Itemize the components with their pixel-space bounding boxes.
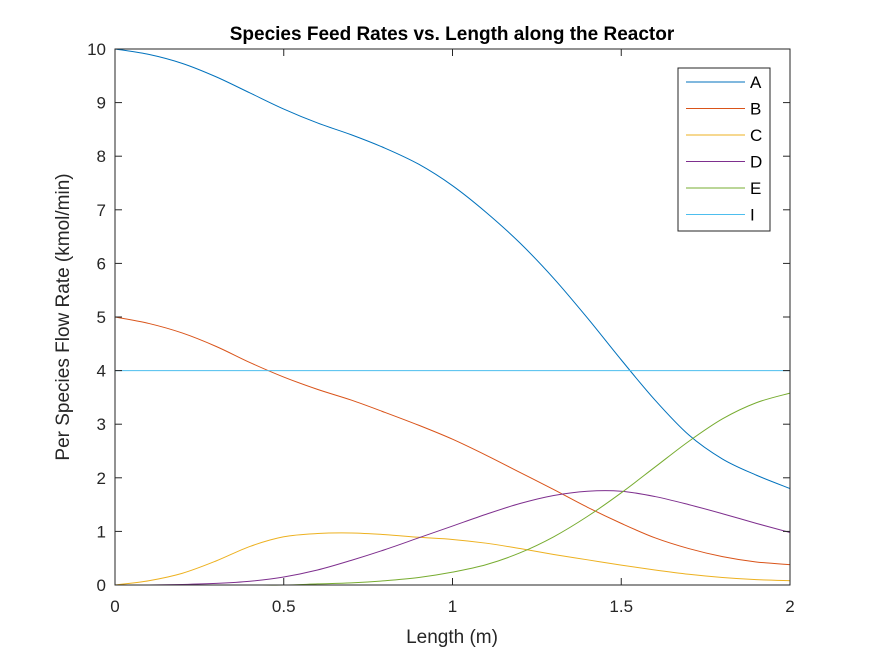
legend-box xyxy=(677,67,771,232)
y-tick-label: 10 xyxy=(87,40,106,59)
x-tick-label: 1 xyxy=(448,597,457,616)
series-line-b xyxy=(114,316,791,566)
series-line-a xyxy=(114,48,791,489)
legend-label-b: B xyxy=(750,100,761,119)
legend-label-i: I xyxy=(750,206,755,225)
axis-ticks: 0 0.5 1 1.5 2 0 1 2 3 4 5 6 7 8 9 10 xyxy=(87,40,795,616)
y-axis-label: Per Species Flow Rate (kmol/min) xyxy=(53,173,74,460)
legend-label-e: E xyxy=(750,179,761,198)
series-line-c xyxy=(114,532,791,586)
x-tick-label: 0 xyxy=(110,597,119,616)
x-axis-label: Length (m) xyxy=(406,627,498,648)
legend-label-a: A xyxy=(750,73,762,92)
y-tick-label: 8 xyxy=(97,147,106,166)
y-tick-label: 1 xyxy=(97,522,106,541)
y-tick-label: 7 xyxy=(97,201,106,220)
y-tick-label: 0 xyxy=(97,576,106,595)
x-tick-label: 0.5 xyxy=(272,597,296,616)
x-tick-label: 1.5 xyxy=(609,597,633,616)
legend-label-d: D xyxy=(750,153,762,172)
series-line-d xyxy=(114,490,791,586)
legend-label-c: C xyxy=(750,126,762,145)
y-tick-label: 4 xyxy=(97,362,106,381)
y-tick-label: 6 xyxy=(97,254,106,273)
y-tick-label: 3 xyxy=(97,415,106,434)
y-tick-label: 5 xyxy=(97,308,106,327)
y-tick-label: 9 xyxy=(97,94,106,113)
chart-title: Species Feed Rates vs. Length along the … xyxy=(230,24,675,45)
x-tick-label: 2 xyxy=(785,597,794,616)
y-tick-label: 2 xyxy=(97,469,106,488)
